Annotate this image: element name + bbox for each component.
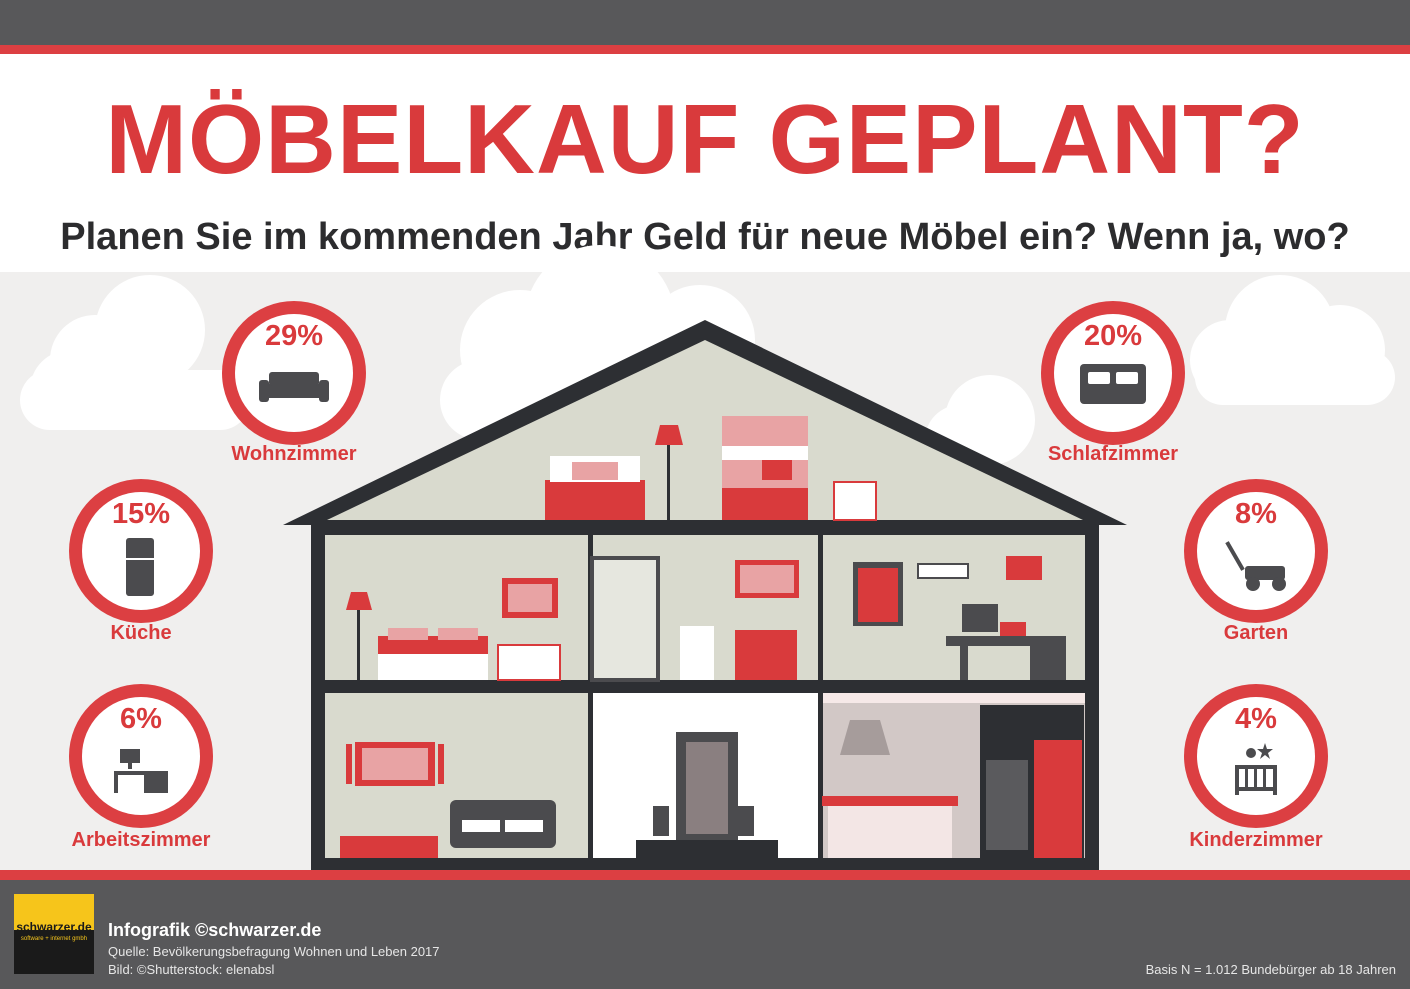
house-illustration: [20, 245, 1395, 872]
clouds: [20, 245, 1395, 475]
badge-value: 15%: [111, 498, 171, 530]
logo: schwarzer.de software + internet gmbh: [14, 894, 94, 974]
bottom-stripe: [0, 870, 1410, 880]
top-bar: [0, 0, 1410, 45]
badge-kinderzimmer: 4%: [1183, 683, 1329, 829]
logo-text: schwarzer.de: [16, 920, 92, 934]
label-garten: Garten: [1223, 622, 1289, 644]
badge-kueche: 15%: [68, 478, 214, 624]
desk-icon: [114, 749, 168, 793]
logo-tagline: software + internet gmbh: [20, 936, 88, 942]
office-floor1: [853, 556, 1066, 680]
crib-icon: [1235, 743, 1277, 795]
kitchen: [822, 705, 1084, 858]
sofa-icon: [259, 372, 329, 402]
lawnmower-icon: [1225, 541, 1286, 591]
bathroom: [590, 556, 799, 682]
badge-value: 20%: [1083, 320, 1143, 352]
badge-value: 29%: [264, 320, 324, 352]
attic-furniture: [545, 416, 877, 521]
badge-wohnzimmer: 29%: [221, 300, 367, 446]
entrance: [636, 732, 778, 858]
footer-image-credit: Bild: ©Shutterstock: elenabsl: [108, 962, 275, 977]
label-kueche: Küche: [110, 622, 172, 644]
label-arbeitszimmer: Arbeitszimmer: [71, 829, 211, 851]
bed-icon: [1080, 364, 1146, 404]
badge-schlafzimmer: 20%: [1040, 300, 1186, 446]
badge-garten: 8%: [1183, 478, 1329, 624]
attic-wall: [327, 340, 1083, 520]
badge-value: 4%: [1235, 703, 1277, 735]
footer-credit: Infografik ©schwarzer.de: [108, 920, 322, 940]
page-title: MÖBELKAUF GEPLANT?: [105, 84, 1305, 194]
footer-basis: Basis N = 1.012 Bundebürger ab 18 Jahren: [1145, 962, 1396, 977]
label-wohnzimmer: Wohnzimmer: [231, 443, 357, 465]
footer-source: Quelle: Bevölkerungsbefragung Wohnen und…: [108, 944, 440, 959]
label-schlafzimmer: Schlafzimmer: [1047, 443, 1179, 465]
label-kinderzimmer: Kinderzimmer: [1189, 829, 1323, 851]
badge-value: 8%: [1235, 498, 1277, 530]
page-subtitle: Planen Sie im kommenden Jahr Geld für ne…: [60, 216, 1350, 258]
fridge-icon: [126, 538, 154, 596]
top-stripe: [0, 45, 1410, 54]
living-room: [340, 742, 556, 858]
footer: [0, 880, 1410, 989]
bedroom-floor1: [346, 578, 561, 681]
badge-arbeitszimmer: 6%: [68, 683, 214, 829]
badge-value: 6%: [120, 703, 162, 735]
